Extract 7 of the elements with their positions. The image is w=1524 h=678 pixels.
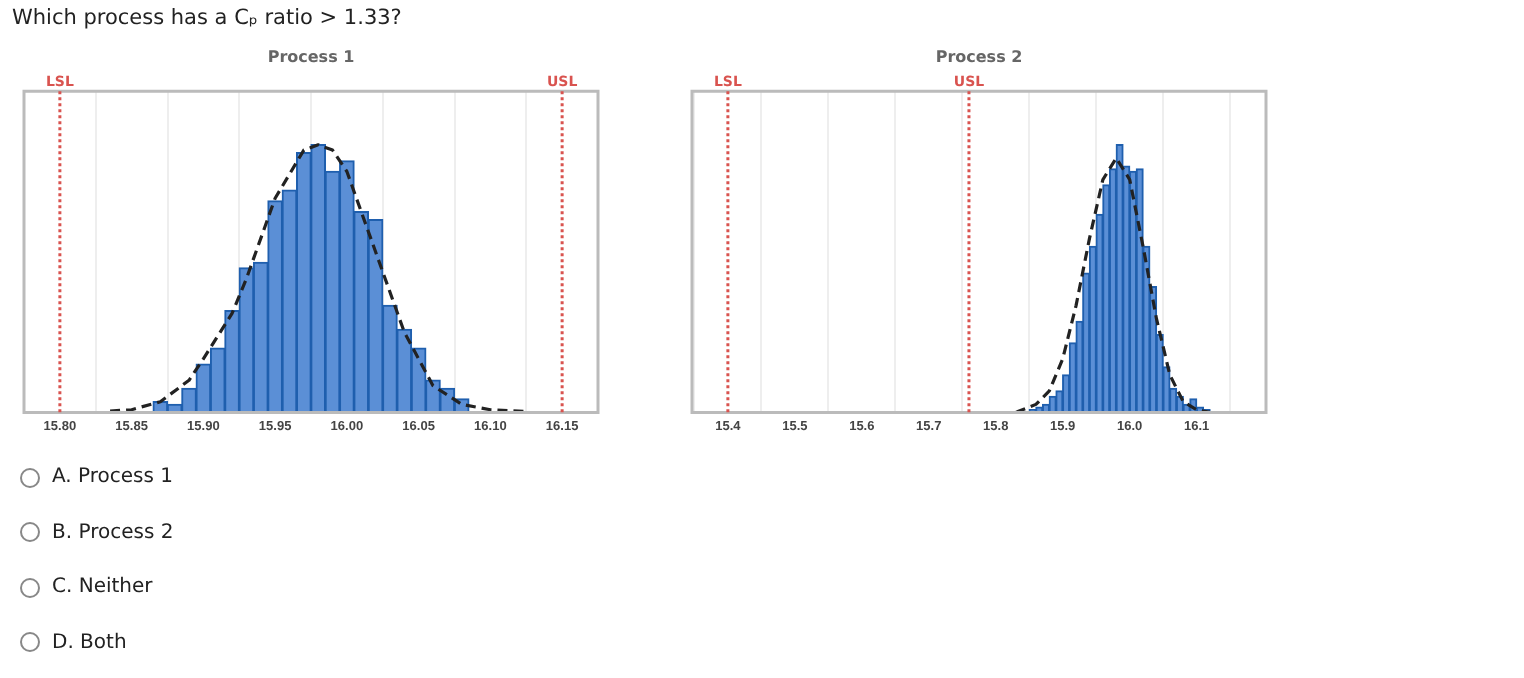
text: D. Both [52,631,127,653]
text: Which process has a Cₚ ratio > 1.33? [12,6,402,30]
chart-title: Process 1 [267,47,356,66]
text: A. Process 1 [52,466,173,488]
text: B. Process 2 [52,521,174,543]
text: C. Neither [52,576,153,598]
chart-title: Process 2 [935,47,1023,66]
